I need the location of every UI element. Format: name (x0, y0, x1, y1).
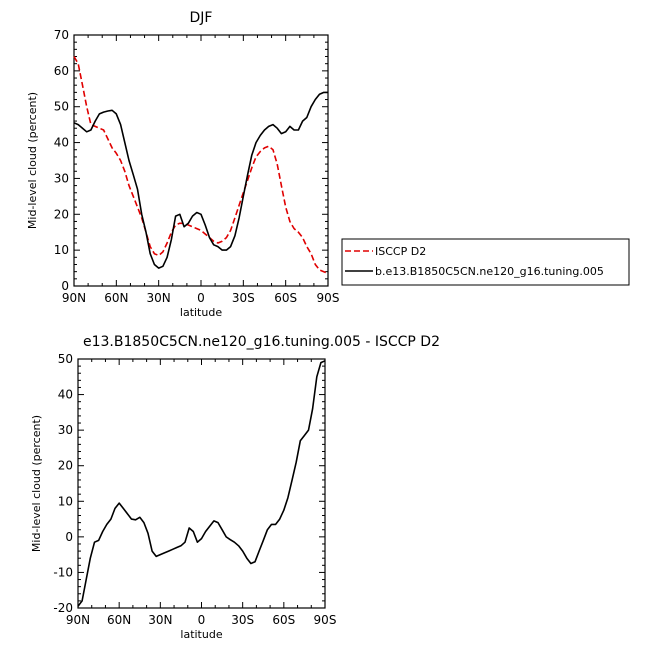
y-tick-label: 10 (58, 494, 73, 508)
legend-entry-1: b.e13.B1850C5CN.ne120_g16.tuning.005 (375, 265, 604, 278)
y-tick-label: 30 (58, 423, 73, 437)
x-tick-label: 90N (62, 291, 86, 305)
x-axis-label: latitude (180, 306, 222, 319)
y-tick-label: 20 (54, 207, 69, 221)
y-tick-label: -10 (53, 565, 73, 579)
x-tick-label: 30S (232, 291, 255, 305)
y-tick-label: 40 (54, 136, 69, 150)
series-line-0 (73, 56, 329, 275)
y-tick-label: 10 (54, 243, 69, 257)
x-tick-label: 30N (147, 291, 171, 305)
plot-frame (77, 358, 326, 609)
x-tick-label: 0 (197, 291, 205, 305)
x-tick-label: 60S (272, 613, 295, 627)
x-tick-label: 90S (317, 291, 340, 305)
x-tick-label: 90S (314, 613, 337, 627)
x-tick-label: 30S (231, 613, 254, 627)
y-axis-label: Mid-level cloud (percent) (26, 92, 39, 229)
legend: ISCCP D2 b.e13.B1850C5CN.ne120_g16.tuning… (341, 238, 630, 286)
chart-top: 90N 60N 30N 0 30S 60S 90S 0 10 20 30 40 50 60 70 DJF lat… (26, 10, 630, 319)
y-tick-label: 30 (54, 171, 69, 185)
chart-title: e13.B1850C5CN.ne120_g16.tuning.005 - ISC… (83, 334, 440, 350)
y-tick-label: 50 (58, 352, 73, 366)
plot-frame (73, 34, 329, 287)
y-tick-label: 60 (54, 64, 69, 78)
x-tick-label: 0 (198, 613, 206, 627)
y-tick-label: 0 (65, 530, 73, 544)
x-tick-label: 90N (66, 613, 90, 627)
y-tick-label: 0 (61, 279, 69, 293)
legend-entry-0: ISCCP D2 (375, 245, 426, 258)
legend-box (341, 238, 630, 286)
x-axis-label: latitude (180, 628, 222, 641)
x-tick-label: 60N (107, 613, 131, 627)
series-line-0 (77, 360, 326, 607)
chart-bottom: 90N 60N 30N 0 30S 60S 90S -20 -10 0 10 20 30 40 50 e13.… (30, 334, 440, 641)
y-axis-label: Mid-level cloud (percent) (30, 415, 43, 552)
series-line-1 (73, 91, 328, 269)
y-tick-label: 70 (54, 28, 69, 42)
y-tick-label: 40 (58, 388, 73, 402)
x-tick-label: 60N (104, 291, 128, 305)
y-tick-label: 20 (58, 459, 73, 473)
chart-title: DJF (190, 10, 213, 26)
y-tick-label: -20 (53, 601, 73, 615)
y-tick-label: 50 (54, 100, 69, 114)
x-tick-label: 30N (148, 613, 172, 627)
x-tick-label: 60S (274, 291, 297, 305)
